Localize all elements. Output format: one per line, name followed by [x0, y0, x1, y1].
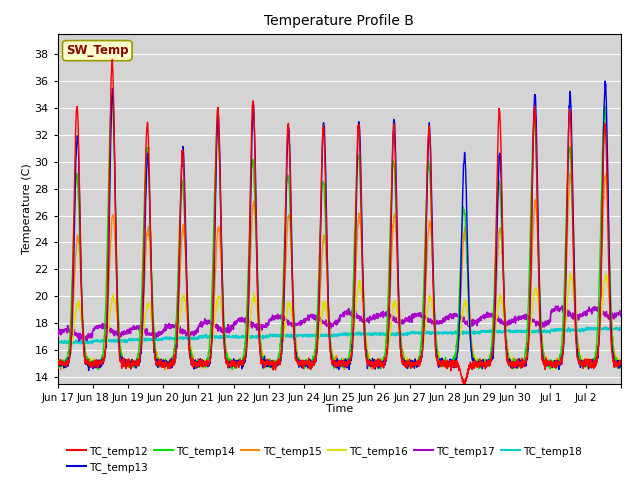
TC_temp15 — [232, 362, 239, 368]
TC_temp14 — [110, 142, 118, 147]
TC_temp15 — [54, 361, 61, 367]
Title: Temperature Profile B: Temperature Profile B — [264, 14, 414, 28]
TC_temp16 — [110, 298, 118, 303]
TC_temp16 — [567, 271, 575, 276]
TC_temp12 — [617, 358, 625, 364]
TC_temp14 — [374, 358, 381, 363]
Legend: TC_temp12, TC_temp13, TC_temp14, TC_temp15, TC_temp16, TC_temp17, TC_temp18: TC_temp12, TC_temp13, TC_temp14, TC_temp… — [63, 442, 586, 477]
TC_temp16 — [373, 362, 381, 368]
TC_temp17 — [509, 318, 516, 324]
Line: TC_temp16: TC_temp16 — [58, 274, 621, 370]
TC_temp12 — [373, 364, 381, 370]
TC_temp14 — [54, 360, 61, 366]
TC_temp12 — [232, 360, 239, 366]
TC_temp18 — [232, 333, 239, 338]
TC_temp15 — [509, 364, 516, 370]
TC_temp15 — [161, 367, 169, 372]
TC_temp13 — [617, 362, 625, 368]
TC_temp16 — [548, 367, 556, 372]
TC_temp16 — [541, 355, 548, 360]
TC_temp17 — [541, 321, 548, 326]
TC_temp18 — [70, 341, 77, 347]
TC_temp17 — [75, 338, 83, 344]
TC_temp18 — [602, 324, 609, 330]
TC_temp17 — [110, 328, 118, 334]
TC_temp18 — [617, 325, 625, 331]
TC_temp13 — [602, 78, 609, 84]
TC_temp16 — [609, 344, 617, 349]
TC_temp16 — [54, 357, 61, 363]
Line: TC_temp14: TC_temp14 — [58, 94, 621, 370]
TC_temp12 — [541, 359, 549, 364]
TC_temp14 — [617, 361, 625, 367]
TC_temp17 — [558, 303, 566, 309]
TC_temp13 — [509, 360, 516, 365]
X-axis label: Time: Time — [326, 405, 353, 414]
TC_temp15 — [609, 344, 617, 349]
TC_temp13 — [373, 359, 381, 365]
TC_temp18 — [541, 328, 548, 334]
TC_temp15 — [373, 361, 381, 367]
TC_temp17 — [609, 313, 617, 319]
TC_temp13 — [85, 368, 93, 373]
TC_temp18 — [373, 331, 381, 336]
TC_temp17 — [54, 331, 61, 336]
TC_temp14 — [228, 367, 236, 372]
TC_temp15 — [567, 170, 575, 176]
TC_temp18 — [509, 329, 516, 335]
TC_temp14 — [232, 361, 240, 367]
Line: TC_temp18: TC_temp18 — [58, 327, 621, 344]
TC_temp14 — [509, 366, 517, 372]
Line: TC_temp17: TC_temp17 — [58, 306, 621, 341]
TC_temp15 — [541, 359, 548, 365]
TC_temp13 — [609, 356, 617, 361]
TC_temp13 — [541, 359, 548, 365]
TC_temp12 — [110, 123, 118, 129]
Text: SW_Temp: SW_Temp — [66, 44, 129, 57]
TC_temp12 — [460, 381, 468, 387]
TC_temp12 — [509, 359, 517, 364]
TC_temp18 — [609, 326, 617, 332]
TC_temp12 — [108, 57, 116, 62]
TC_temp13 — [110, 131, 118, 137]
TC_temp14 — [108, 91, 116, 97]
Line: TC_temp12: TC_temp12 — [58, 60, 621, 384]
TC_temp12 — [54, 359, 61, 365]
TC_temp17 — [232, 322, 239, 327]
TC_temp14 — [541, 355, 549, 361]
TC_temp12 — [609, 359, 617, 365]
TC_temp18 — [54, 339, 61, 345]
TC_temp17 — [617, 313, 625, 319]
TC_temp13 — [54, 364, 61, 370]
TC_temp16 — [509, 362, 516, 368]
TC_temp13 — [232, 360, 239, 366]
TC_temp17 — [373, 312, 381, 318]
TC_temp16 — [232, 362, 239, 368]
TC_temp18 — [110, 339, 118, 345]
TC_temp16 — [617, 362, 625, 368]
TC_temp15 — [617, 358, 625, 363]
TC_temp15 — [110, 220, 118, 226]
Line: TC_temp13: TC_temp13 — [58, 81, 621, 371]
Line: TC_temp15: TC_temp15 — [58, 173, 621, 370]
Y-axis label: Temperature (C): Temperature (C) — [22, 163, 31, 254]
TC_temp14 — [609, 349, 617, 355]
